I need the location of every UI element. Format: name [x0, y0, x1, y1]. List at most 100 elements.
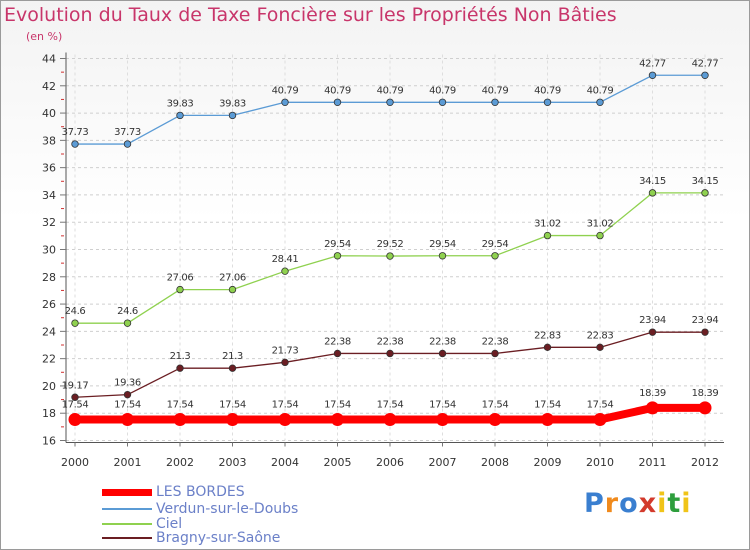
- point-les-bordes: [278, 412, 292, 426]
- data-label-les-bordes: 17.54: [324, 399, 351, 410]
- legend-swatch-bragny: [102, 537, 152, 539]
- point-ciel: [333, 252, 342, 260]
- data-label-bragny-sur-saone: 22.83: [534, 330, 561, 341]
- point-verdun-sur-le-doubs: [543, 98, 552, 106]
- point-ciel: [176, 285, 184, 294]
- point-bragny-sur-saone: [123, 390, 132, 399]
- point-bragny-sur-saone: [701, 328, 709, 336]
- data-label-verdun-sur-le-doubs: 40.79: [482, 85, 509, 96]
- y-tick-label: 26: [42, 298, 56, 311]
- data-label-bragny-sur-saone: 22.38: [324, 336, 351, 347]
- point-verdun-sur-le-doubs: [123, 140, 132, 148]
- legend-label-les-bordes: LES BORDES: [156, 484, 245, 500]
- point-bragny-sur-saone: [596, 343, 604, 352]
- logo-letter: P: [584, 488, 605, 519]
- point-les-bordes: [331, 412, 344, 426]
- legend-swatch-ciel: [102, 523, 152, 525]
- data-label-les-bordes: 17.54: [482, 399, 509, 410]
- point-les-bordes: [646, 401, 659, 415]
- point-les-bordes: [173, 412, 187, 426]
- logo-letter: r: [604, 488, 620, 519]
- data-label-verdun-sur-le-doubs: 40.79: [534, 85, 561, 96]
- y-tick-label: 24: [42, 325, 56, 338]
- data-label-ciel: 31.02: [587, 219, 614, 230]
- point-verdun-sur-le-doubs: [228, 111, 237, 120]
- point-les-bordes: [121, 412, 134, 426]
- y-tick-label: 34: [42, 189, 56, 202]
- point-ciel: [701, 189, 709, 197]
- legend-label-verdun: Verdun-sur-le-Doubs: [156, 501, 299, 517]
- x-tick-label: 2006: [376, 456, 404, 469]
- data-label-les-bordes: 17.54: [587, 399, 614, 410]
- y-tick-label: 42: [42, 80, 56, 93]
- data-label-ciel: 34.15: [639, 176, 666, 187]
- legend-item-ciel: Ciel: [102, 516, 182, 532]
- data-label-ciel: 27.06: [219, 273, 246, 284]
- data-label-verdun-sur-le-doubs: 37.73: [114, 127, 141, 138]
- y-tick-label: 36: [42, 162, 56, 175]
- point-ciel: [596, 231, 604, 240]
- data-label-les-bordes: 17.54: [114, 399, 141, 410]
- data-label-verdun-sur-le-doubs: 39.83: [219, 98, 246, 109]
- data-label-les-bordes: 17.54: [429, 399, 456, 410]
- point-bragny-sur-saone: [71, 393, 79, 401]
- y-tick-label: 20: [42, 380, 56, 393]
- legend-swatch-verdun: [102, 508, 152, 510]
- data-label-ciel: 24.6: [117, 306, 138, 317]
- point-verdun-sur-le-doubs: [176, 111, 184, 120]
- y-tick-label: 16: [42, 435, 56, 448]
- data-label-bragny-sur-saone: 21.3: [170, 351, 191, 362]
- point-les-bordes: [541, 412, 554, 426]
- data-label-bragny-sur-saone: 19.17: [62, 380, 89, 391]
- point-bragny-sur-saone: [176, 364, 184, 372]
- data-label-bragny-sur-saone: 22.38: [377, 336, 404, 347]
- x-tick-label: 2008: [481, 456, 509, 469]
- x-tick-label: 2003: [219, 456, 247, 469]
- data-label-verdun-sur-le-doubs: 42.77: [639, 58, 666, 69]
- point-ciel: [281, 267, 289, 275]
- point-bragny-sur-saone: [491, 349, 499, 358]
- data-label-les-bordes: 17.54: [62, 399, 89, 410]
- point-verdun-sur-le-doubs: [491, 98, 499, 106]
- x-tick-label: 2004: [271, 456, 299, 469]
- x-tick-label: 2001: [114, 456, 142, 469]
- data-label-ciel: 27.06: [167, 273, 194, 284]
- point-verdun-sur-le-doubs: [386, 98, 394, 106]
- point-les-bordes: [383, 412, 397, 426]
- logo-letter: o: [619, 488, 639, 519]
- y-tick-label: 44: [42, 53, 56, 66]
- logo-letter: t: [667, 488, 682, 519]
- y-tick-label: 38: [42, 134, 56, 147]
- point-verdun-sur-le-doubs: [281, 98, 289, 106]
- data-label-bragny-sur-saone: 22.38: [482, 336, 509, 347]
- point-verdun-sur-le-doubs: [701, 71, 709, 79]
- legend-label-ciel: Ciel: [156, 516, 183, 532]
- legend-item-les-bordes: LES BORDES: [102, 484, 245, 500]
- data-label-ciel: 29.52: [377, 239, 404, 250]
- point-les-bordes: [68, 412, 82, 426]
- data-label-bragny-sur-saone: 22.83: [587, 330, 614, 341]
- data-label-verdun-sur-le-doubs: 40.79: [377, 85, 404, 96]
- data-label-bragny-sur-saone: 22.38: [429, 336, 456, 347]
- x-tick-label: 2011: [639, 456, 667, 469]
- point-bragny-sur-saone: [386, 349, 394, 358]
- data-label-bragny-sur-saone: 23.94: [692, 315, 719, 326]
- legend-item-verdun: Verdun-sur-le-Doubs: [102, 501, 298, 517]
- data-label-bragny-sur-saone: 19.36: [114, 378, 141, 389]
- x-tick-label: 2009: [534, 456, 562, 469]
- data-label-bragny-sur-saone: 21.73: [272, 345, 299, 356]
- x-tick-label: 2005: [324, 456, 352, 469]
- x-tick-label: 2010: [586, 456, 614, 469]
- y-tick-label: 28: [42, 271, 56, 284]
- logo-letter: i: [657, 488, 668, 519]
- x-tick-label: 2000: [61, 456, 89, 469]
- point-les-bordes: [226, 412, 239, 426]
- data-label-verdun-sur-le-doubs: 40.79: [324, 85, 351, 96]
- data-label-bragny-sur-saone: 23.94: [639, 315, 666, 326]
- legend-label-bragny: Bragny-sur-Saône: [156, 530, 281, 546]
- data-label-ciel: 29.54: [324, 239, 351, 250]
- data-label-verdun-sur-le-doubs: 40.79: [272, 85, 299, 96]
- data-label-les-bordes: 17.54: [219, 399, 246, 410]
- data-label-les-bordes: 17.54: [272, 399, 299, 410]
